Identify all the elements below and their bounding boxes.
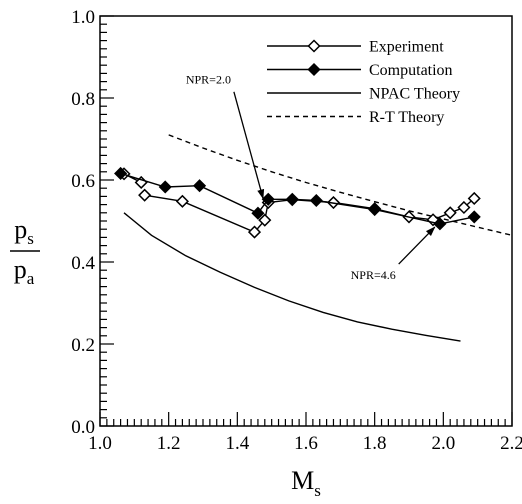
data-point-experiment [467,191,481,206]
data-point-computation [368,202,382,217]
x-tick-label: 1.8 [363,433,387,454]
series-line-r-t-theory [168,134,513,236]
series-line-computation [120,172,475,225]
svg-text:pa: pa [14,255,35,288]
legend-item-npac-theory: NPAC Theory [267,86,460,103]
x-tick-labels: 1.0 1.2 1.4 1.6 1.8 2.0 2.2 [88,433,522,454]
data-point-computation [285,192,299,206]
legend-item-r-t-theory: R-T Theory [267,109,444,126]
series-line-npac-theory [123,212,461,342]
y-axis-label-denominator: p [14,255,27,284]
x-tick-label: 1.4 [225,433,249,454]
x-tick-label: 2.0 [431,433,455,454]
y-tick-label: 0.2 [71,335,95,356]
legend-swatch-marker [307,39,321,53]
y-tick-label: 0.4 [71,253,95,274]
annotation-arrow [398,226,436,265]
y-axis-label-numerator-sub: s [27,229,34,248]
annotation-arrow [233,91,265,200]
data-point-experiment [247,225,262,239]
series-layer [114,134,513,342]
data-point-computation [261,192,275,206]
x-tick-label: 1.2 [157,433,181,454]
annotation-npr-2-0: NPR=2.0 [186,73,265,200]
y-tick-labels: 0.0 0.2 0.4 0.6 0.8 1.0 [71,7,95,438]
data-point-computation [467,210,481,224]
legend-item-computation: Computation [267,62,453,79]
legend-label: R-T Theory [369,109,444,126]
data-point-computation [309,193,323,208]
data-point-experiment [443,206,457,220]
x-axis-label-main: M [291,466,314,495]
legend-swatch-marker [307,62,321,77]
x-axis-label-sub: s [314,481,321,500]
y-tick-label: 0.0 [71,417,95,438]
annotation-label: NPR=4.6 [351,268,396,282]
series-experiment [117,167,481,239]
y-tick-label: 0.8 [71,89,95,110]
y-axis-label-denominator-sub: a [27,269,35,288]
data-point-computation [193,179,207,193]
annotation-npr-4-6: NPR=4.6 [351,226,436,282]
data-point-experiment [457,200,471,215]
series-npac-theory [123,212,461,342]
data-point-experiment [138,188,152,202]
data-point-experiment [258,213,272,227]
series-r-t-theory [168,134,513,236]
legend: Experiment Computation NPAC Theory R-T Theo… [267,39,460,126]
svg-text:Ms: Ms [291,466,321,500]
legend-label: Computation [369,62,453,79]
y-tick-label: 1.0 [71,7,95,28]
data-point-computation [158,180,172,194]
axis-ticks [99,15,513,427]
annotation-label: NPR=2.0 [186,73,231,87]
svg-text:ps: ps [14,215,34,248]
legend-label: Experiment [369,39,444,56]
data-point-computation [114,166,128,181]
y-tick-label: 0.6 [71,171,95,192]
data-point-experiment [175,194,189,208]
y-axis-label-numerator: p [14,215,27,244]
x-tick-label: 1.6 [294,433,318,454]
y-axis-label: ps pa [10,215,40,288]
annotation-layer: NPR=2.0 NPR=4.6 [186,73,436,282]
data-point-computation [251,206,265,220]
x-axis-label: Ms [291,466,321,500]
x-tick-label: 2.2 [500,433,522,454]
series-computation [114,166,481,231]
legend-item-experiment: Experiment [267,39,444,56]
legend-label: NPAC Theory [369,86,460,103]
data-point-computation [433,217,447,231]
x-tick-label: 1.0 [88,433,112,454]
